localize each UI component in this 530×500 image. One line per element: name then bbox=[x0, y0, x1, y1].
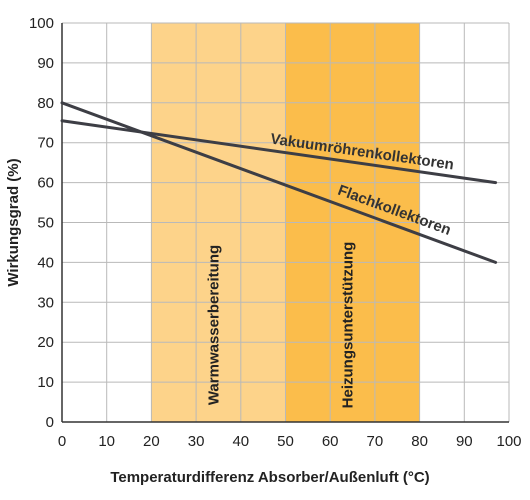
x-tick-label: 100 bbox=[496, 433, 521, 450]
x-axis-title: Temperaturdifferenz Absorber/Außenluft (… bbox=[110, 469, 429, 486]
y-tick-label: 100 bbox=[29, 15, 54, 32]
grid-layer bbox=[62, 22, 510, 422]
x-tick-label: 0 bbox=[58, 433, 66, 450]
series-line-1 bbox=[60, 101, 498, 264]
band-label-1: Heizungsunterstützung bbox=[340, 242, 357, 409]
x-tick-label: 80 bbox=[411, 433, 428, 450]
x-tick-label: 60 bbox=[322, 433, 339, 450]
y-tick-label: 20 bbox=[37, 334, 54, 351]
y-tick-label: 40 bbox=[37, 254, 54, 271]
x-tick-label: 40 bbox=[232, 433, 249, 450]
y-tick-label: 80 bbox=[37, 95, 54, 112]
y-axis-title: Wirkungsgrad (%) bbox=[5, 158, 22, 286]
x-tick-label: 20 bbox=[143, 433, 160, 450]
x-tick-label: 30 bbox=[188, 433, 205, 450]
y-tick-label: 10 bbox=[37, 374, 54, 391]
series-layer bbox=[60, 101, 498, 264]
y-tick-label: 90 bbox=[37, 55, 54, 72]
y-tick-label: 50 bbox=[37, 215, 54, 232]
y-tick-label: 60 bbox=[37, 175, 54, 192]
x-tick-label: 70 bbox=[367, 433, 384, 450]
x-tick-label: 50 bbox=[277, 433, 294, 450]
y-tick-label: 30 bbox=[37, 294, 54, 311]
band-label-0: Warmwasserbereitung bbox=[205, 245, 222, 405]
y-tick-label: 0 bbox=[46, 414, 54, 431]
series-line-0 bbox=[60, 119, 498, 185]
axes-layer: 0 10 20 30 40 50 60 70 80 90 100 0 10 20 30 40 50 60 70 80 9… bbox=[5, 15, 522, 486]
x-tick-label: 10 bbox=[98, 433, 115, 450]
x-tick-label: 90 bbox=[456, 433, 473, 450]
y-tick-label: 70 bbox=[37, 135, 54, 152]
